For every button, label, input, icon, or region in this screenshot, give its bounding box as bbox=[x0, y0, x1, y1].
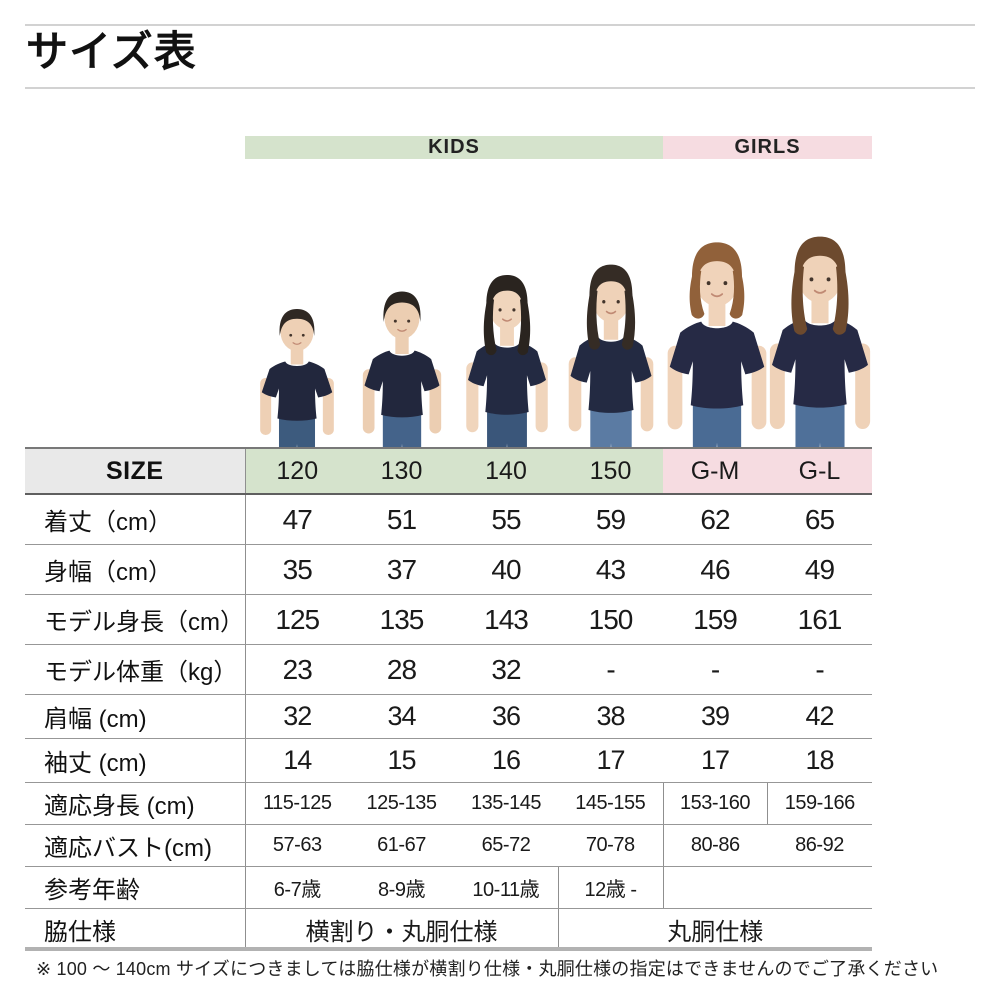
cell: 10-11歳 bbox=[454, 866, 558, 909]
size-table: SIZE 120 130 140 150 G-M G-L 着丈（cm） 47 5… bbox=[25, 447, 872, 949]
cell: 161 bbox=[767, 594, 872, 645]
cell: 80-86 bbox=[662, 824, 767, 867]
table-bottom-rule bbox=[25, 947, 872, 951]
table-row-body-length: 着丈（cm） 47 51 55 59 62 65 bbox=[25, 494, 872, 545]
page-title: サイズ表 bbox=[26, 28, 197, 75]
cell: 15 bbox=[349, 738, 454, 783]
cell: - bbox=[767, 644, 872, 695]
table-header-row: SIZE 120 130 140 150 G-M G-L bbox=[25, 448, 872, 495]
size-header-cell: SIZE bbox=[25, 448, 246, 495]
row-label: 肩幅 (cm) bbox=[25, 694, 246, 739]
column-header-140: 140 bbox=[454, 448, 558, 495]
model-photo-130 bbox=[352, 278, 452, 447]
model-photo-120 bbox=[250, 297, 344, 447]
cell-girls-side-spec: 丸胴仕様 bbox=[557, 908, 872, 949]
cell-empty bbox=[662, 866, 872, 909]
table-row-side-spec: 脇仕様 横割り・丸胴仕様 丸胴仕様 bbox=[25, 908, 872, 949]
row-label: モデル体重（kg） bbox=[25, 644, 246, 695]
row-label: 着丈（cm） bbox=[25, 494, 246, 545]
cell: 159 bbox=[663, 594, 767, 645]
column-header-150: 150 bbox=[558, 448, 663, 495]
model-photo-140 bbox=[455, 263, 559, 447]
row-label: 参考年齢 bbox=[25, 866, 246, 909]
column-header-120: 120 bbox=[245, 448, 349, 495]
row-label: 適応バスト(cm) bbox=[25, 824, 246, 867]
cell: 51 bbox=[349, 494, 454, 545]
table-row-shoulder-width: 肩幅 (cm) 32 34 36 38 39 42 bbox=[25, 694, 872, 739]
cell: 135-145 bbox=[454, 782, 558, 825]
cell: 143 bbox=[454, 594, 558, 645]
cell: 14 bbox=[245, 738, 349, 783]
cell: 12歳 - bbox=[557, 866, 663, 909]
cell: 150 bbox=[558, 594, 663, 645]
column-header-gl: G-L bbox=[767, 448, 872, 495]
table-row-model-height: モデル身長（cm） 125 135 143 150 159 161 bbox=[25, 594, 872, 645]
row-label: 脇仕様 bbox=[25, 908, 246, 949]
column-header-130: 130 bbox=[349, 448, 454, 495]
cell: 40 bbox=[454, 544, 558, 595]
column-header-gm: G-M bbox=[663, 448, 767, 495]
cell: 47 bbox=[245, 494, 349, 545]
cell: 65 bbox=[767, 494, 872, 545]
cell: 35 bbox=[245, 544, 349, 595]
cell: 8-9歳 bbox=[349, 866, 454, 909]
cell: - bbox=[558, 644, 663, 695]
cell: 32 bbox=[454, 644, 558, 695]
cell: 62 bbox=[663, 494, 767, 545]
cell: 16 bbox=[454, 738, 558, 783]
title-top-rule bbox=[25, 24, 975, 26]
cell: 38 bbox=[558, 694, 663, 739]
cell: 46 bbox=[663, 544, 767, 595]
cell: 70-78 bbox=[558, 824, 663, 867]
cell: 86-92 bbox=[767, 824, 872, 867]
kids-group-header: KIDS bbox=[245, 136, 663, 159]
model-photo-150 bbox=[557, 252, 665, 447]
cell: 36 bbox=[454, 694, 558, 739]
table-row-body-width: 身幅（cm） 35 37 40 43 46 49 bbox=[25, 544, 872, 595]
cell-kids-side-spec: 横割り・丸胴仕様 bbox=[305, 918, 498, 946]
cell: 42 bbox=[767, 694, 872, 739]
cell: 61-67 bbox=[349, 824, 454, 867]
cell: 57-63 bbox=[245, 824, 349, 867]
row-label: 袖丈 (cm) bbox=[25, 738, 246, 783]
cell: 115-125 bbox=[245, 782, 349, 825]
cell: 28 bbox=[349, 644, 454, 695]
table-row-fit-height: 適応身長 (cm) 115-125 125-135 135-145 145-15… bbox=[25, 782, 872, 825]
cell: 153-160 bbox=[662, 782, 767, 825]
cell: 37 bbox=[349, 544, 454, 595]
cell: 59 bbox=[558, 494, 663, 545]
cell: 43 bbox=[558, 544, 663, 595]
model-photo-gl bbox=[756, 222, 884, 447]
cell: 55 bbox=[454, 494, 558, 545]
cell: 34 bbox=[349, 694, 454, 739]
cell: 18 bbox=[767, 738, 872, 783]
footnote: ※ 100 ～ 140cm サイズにつきましては脇仕様が横割り仕様・丸胴仕様の指… bbox=[36, 959, 939, 979]
table-row-reference-age: 参考年齢 6-7歳 8-9歳 10-11歳 12歳 - bbox=[25, 866, 872, 909]
row-label: モデル身長（cm） bbox=[25, 594, 246, 645]
girls-group-header: GIRLS bbox=[663, 136, 872, 159]
cell: 23 bbox=[245, 644, 349, 695]
cell: 135 bbox=[349, 594, 454, 645]
cell: 32 bbox=[245, 694, 349, 739]
cell: 17 bbox=[558, 738, 663, 783]
cell: 125 bbox=[245, 594, 349, 645]
row-label: 身幅（cm） bbox=[25, 544, 246, 595]
table-row-fit-bust: 適応バスト(cm) 57-63 61-67 65-72 70-78 80-86 … bbox=[25, 824, 872, 867]
table-row-model-weight: モデル体重（kg） 23 28 32 - - - bbox=[25, 644, 872, 695]
cell: 125-135 bbox=[349, 782, 454, 825]
title-bottom-rule bbox=[25, 87, 975, 89]
cell: 65-72 bbox=[454, 824, 558, 867]
cell: 159-166 bbox=[766, 782, 872, 825]
cell: 17 bbox=[663, 738, 767, 783]
cell: 49 bbox=[767, 544, 872, 595]
cell: 39 bbox=[663, 694, 767, 739]
cell: 145-155 bbox=[558, 782, 663, 825]
cell: 6-7歳 bbox=[245, 866, 349, 909]
table-row-sleeve-length: 袖丈 (cm) 14 15 16 17 17 18 bbox=[25, 738, 872, 783]
row-label: 適応身長 (cm) bbox=[25, 782, 246, 825]
cell: - bbox=[663, 644, 767, 695]
